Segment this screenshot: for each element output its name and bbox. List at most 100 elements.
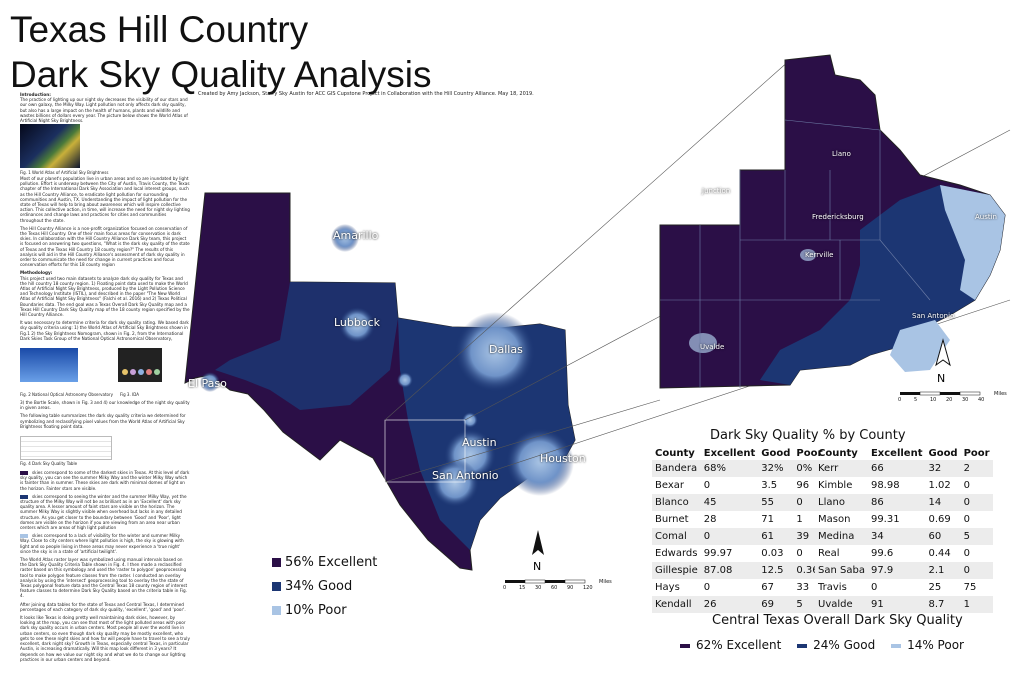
table-cell: 71 bbox=[761, 514, 774, 525]
city-label-dallas: Dallas bbox=[489, 343, 523, 356]
table-row: San Saba 97.9 2.1 0 bbox=[815, 562, 993, 579]
poster-title-line2: Dark Sky Quality Analysis bbox=[10, 54, 432, 95]
table-row: Uvalde 91 8.7 1 bbox=[815, 596, 993, 613]
table-cell: Burnet bbox=[655, 514, 689, 525]
table-cell: 0 bbox=[963, 514, 970, 525]
poor-description: skies correspond to a lack of visibility… bbox=[20, 533, 184, 554]
table-row: Llano 86 14 0 bbox=[815, 494, 993, 511]
city-label-el-paso: El Paso bbox=[188, 377, 227, 390]
table-cell: Kendall bbox=[652, 596, 701, 613]
table-cell: 0.69 bbox=[928, 514, 951, 525]
inset-line-1 bbox=[384, 59, 791, 421]
table-cell: 45 bbox=[700, 494, 759, 511]
table-cell: 0.03 bbox=[761, 548, 784, 559]
credit-line: Created by Amy Jackson, Starry Sky Austi… bbox=[198, 91, 534, 97]
scale-tick: 15 bbox=[519, 585, 526, 591]
poster-title-line1: Texas Hill Country bbox=[10, 9, 309, 50]
scale-tick: 60 bbox=[551, 585, 558, 591]
ida-bortle-image bbox=[118, 348, 162, 382]
table-cell: 14 bbox=[925, 494, 961, 511]
table-cell: 12.5 bbox=[758, 562, 794, 579]
table-cell: 98.98 bbox=[870, 480, 900, 491]
table-cell: Bandera bbox=[652, 460, 701, 477]
good-swatch bbox=[20, 494, 28, 499]
scale-bar-hill bbox=[900, 391, 981, 396]
table-row: Medina 34 60 5 bbox=[815, 528, 993, 545]
table-cell: 32% bbox=[758, 460, 794, 477]
hill-city-uvalde: Uvalde bbox=[700, 343, 725, 351]
table-cell: 1 bbox=[796, 514, 803, 525]
table-row: Travis 0 25 75 bbox=[815, 579, 993, 596]
legend-swatch-excellent bbox=[272, 558, 281, 567]
texas-legend-excellent: 56% Excellent bbox=[272, 555, 377, 570]
table-cell: Blanco bbox=[652, 494, 701, 511]
table-cell: 99.31 bbox=[870, 514, 900, 525]
overall-swatch-good bbox=[797, 643, 808, 648]
table-cell: 32 bbox=[925, 460, 961, 477]
table-header: Poor bbox=[963, 448, 990, 459]
table-cell: 66 bbox=[867, 460, 926, 477]
hill-city-san-antonio: San Antonio bbox=[912, 312, 955, 320]
uvalde-poor-area bbox=[689, 333, 717, 353]
hill-city-kerrville: Kerrville bbox=[805, 251, 834, 259]
table-cell: 61 bbox=[758, 528, 794, 545]
table-row: Real 99.6 0.44 0 bbox=[815, 545, 993, 562]
bortle-dots-icon bbox=[122, 369, 160, 375]
scale-unit: Miles bbox=[599, 579, 612, 585]
table-cell: 33 bbox=[796, 582, 810, 593]
overall-quality-title: Central Texas Overall Dark Sky Quality bbox=[712, 613, 963, 628]
table-cell: 0 bbox=[963, 480, 970, 491]
texas-legend-poor: 10% Poor bbox=[272, 603, 347, 618]
inset-line-4 bbox=[384, 399, 661, 483]
fig4-caption: Fig. 4 Dark Sky Quality Table bbox=[20, 461, 78, 466]
legend-label-excellent: 56% Excellent bbox=[285, 555, 378, 570]
table-row: Mason 99.31 0.69 0 bbox=[815, 511, 993, 528]
city-label-lubbock: Lubbock bbox=[334, 316, 381, 329]
table-cell: Real bbox=[818, 548, 840, 559]
table-cell: 0 bbox=[960, 562, 993, 579]
good-description: skies correspond to seeing the winter an… bbox=[20, 493, 187, 531]
table-cell: Gillespie bbox=[652, 562, 701, 579]
hill-country-good-area bbox=[760, 185, 1005, 385]
table-cell: 87.08 bbox=[700, 562, 759, 579]
excellent-swatch bbox=[20, 471, 28, 475]
north-label-hill: N bbox=[937, 372, 945, 385]
legend-swatch-poor bbox=[272, 606, 281, 615]
table-row: Bexar 0 3.5 96 bbox=[652, 477, 825, 494]
methodology-heading: Methodology: bbox=[20, 270, 53, 276]
table-cell: 1 bbox=[960, 596, 993, 613]
county-table-right: County Excellent Good Poor Kerr 66 32 2 Kimble 98… bbox=[815, 447, 993, 613]
scale-unit: Miles bbox=[994, 391, 1007, 397]
table-cell: Bexar bbox=[655, 480, 684, 491]
table-cell: Kimble bbox=[818, 480, 853, 491]
table-header: Good bbox=[761, 448, 791, 459]
scale-tick: 30 bbox=[962, 397, 969, 403]
poor-swatch bbox=[20, 534, 28, 539]
methodology-paragraph-4: The following table summarizes the dark … bbox=[20, 413, 186, 429]
criteria-descriptions: skies correspond to some of the darkest … bbox=[20, 470, 190, 665]
table-cell: Edwards bbox=[655, 548, 698, 559]
north-label-texas: N bbox=[533, 560, 541, 573]
table-cell: 2 bbox=[960, 460, 993, 477]
intro-block-2: Most of our planet's population live in … bbox=[20, 176, 190, 344]
county-boundaries bbox=[660, 119, 931, 388]
table-cell: 0 bbox=[700, 528, 759, 545]
methodology-paragraph-6: After joining data tables for the state … bbox=[20, 601, 186, 612]
table-cell: Travis bbox=[818, 582, 847, 593]
hill-city-llano: Llano bbox=[832, 150, 851, 158]
scale-tick: 20 bbox=[946, 397, 953, 403]
north-arrow-hill-icon bbox=[935, 338, 951, 367]
overall-good: 24% Good bbox=[797, 638, 881, 652]
scale-tick: 5 bbox=[914, 397, 918, 403]
intro-paragraph-1: The practice of lighting up our night sk… bbox=[20, 97, 188, 124]
hill-city-fredericksburg: Fredericksburg bbox=[812, 213, 864, 221]
table-row: Gillespie 87.08 12.5 0.36 bbox=[652, 562, 826, 579]
hill-country-inset-box bbox=[384, 419, 466, 483]
table-cell: 5 bbox=[960, 528, 993, 545]
world-atlas-image bbox=[20, 124, 80, 168]
hill-country-poor-area-sanantonio bbox=[890, 320, 950, 372]
noao-nomogram-image bbox=[20, 348, 78, 382]
hill-city-austin: Austin bbox=[975, 213, 997, 221]
scale-tick: 0 bbox=[503, 585, 507, 591]
